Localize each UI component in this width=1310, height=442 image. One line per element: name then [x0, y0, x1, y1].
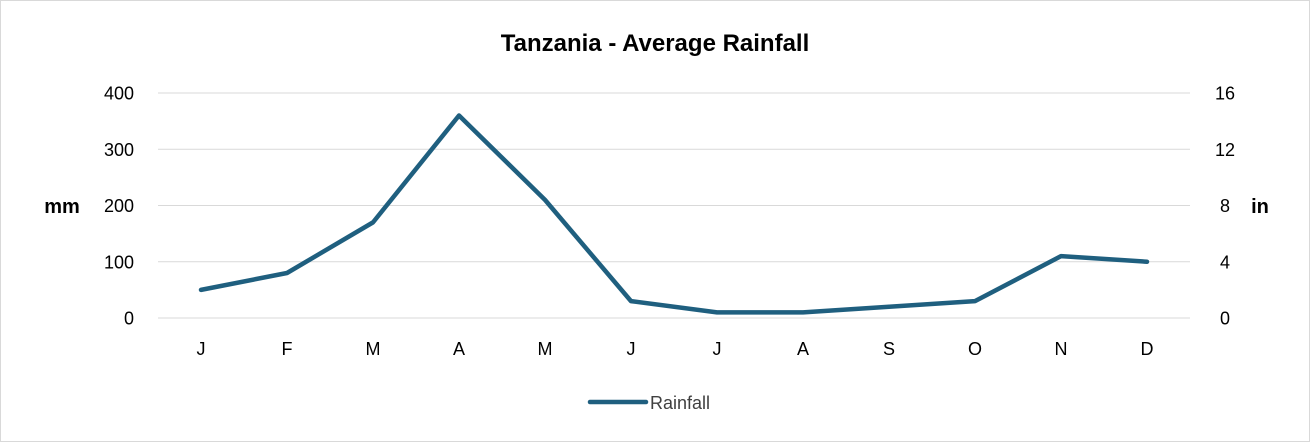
left-tick-label: 0 — [124, 309, 134, 329]
series-layer — [198, 113, 1150, 315]
x-tick-label: D — [1141, 339, 1154, 359]
left-tick-label: 300 — [104, 140, 134, 160]
right-axis-ticks: 0 4 8 12 16 — [1215, 84, 1235, 329]
gridlines — [158, 92, 1190, 319]
x-tick-label: S — [883, 339, 895, 359]
right-tick-label: 8 — [1220, 196, 1230, 216]
right-tick-label: 0 — [1220, 309, 1230, 329]
chart-title: Tanzania - Average Rainfall — [501, 30, 810, 57]
left-axis-title: mm — [44, 196, 80, 218]
left-tick-label: 200 — [104, 196, 134, 216]
x-tick-label: M — [366, 339, 381, 359]
x-tick-label: M — [538, 339, 553, 359]
x-tick-label: A — [797, 339, 809, 359]
right-axis-title: in — [1251, 196, 1269, 218]
series-line-rainfall — [198, 113, 1150, 315]
right-tick-label: 12 — [1215, 140, 1235, 160]
x-tick-label: A — [453, 339, 465, 359]
left-tick-label: 400 — [104, 84, 134, 104]
x-tick-label: F — [282, 339, 293, 359]
right-tick-label: 4 — [1220, 252, 1230, 272]
legend-label-rainfall: Rainfall — [650, 393, 710, 413]
legend: Rainfall — [587, 393, 710, 413]
right-tick-label: 16 — [1215, 84, 1235, 104]
left-axis-ticks: 0 100 200 300 400 — [104, 84, 134, 329]
x-tick-label: J — [627, 339, 636, 359]
x-tick-label: J — [197, 339, 206, 359]
x-tick-label: O — [968, 339, 982, 359]
left-tick-label: 100 — [104, 252, 134, 272]
x-tick-label: N — [1055, 339, 1068, 359]
x-tick-label: J — [713, 339, 722, 359]
